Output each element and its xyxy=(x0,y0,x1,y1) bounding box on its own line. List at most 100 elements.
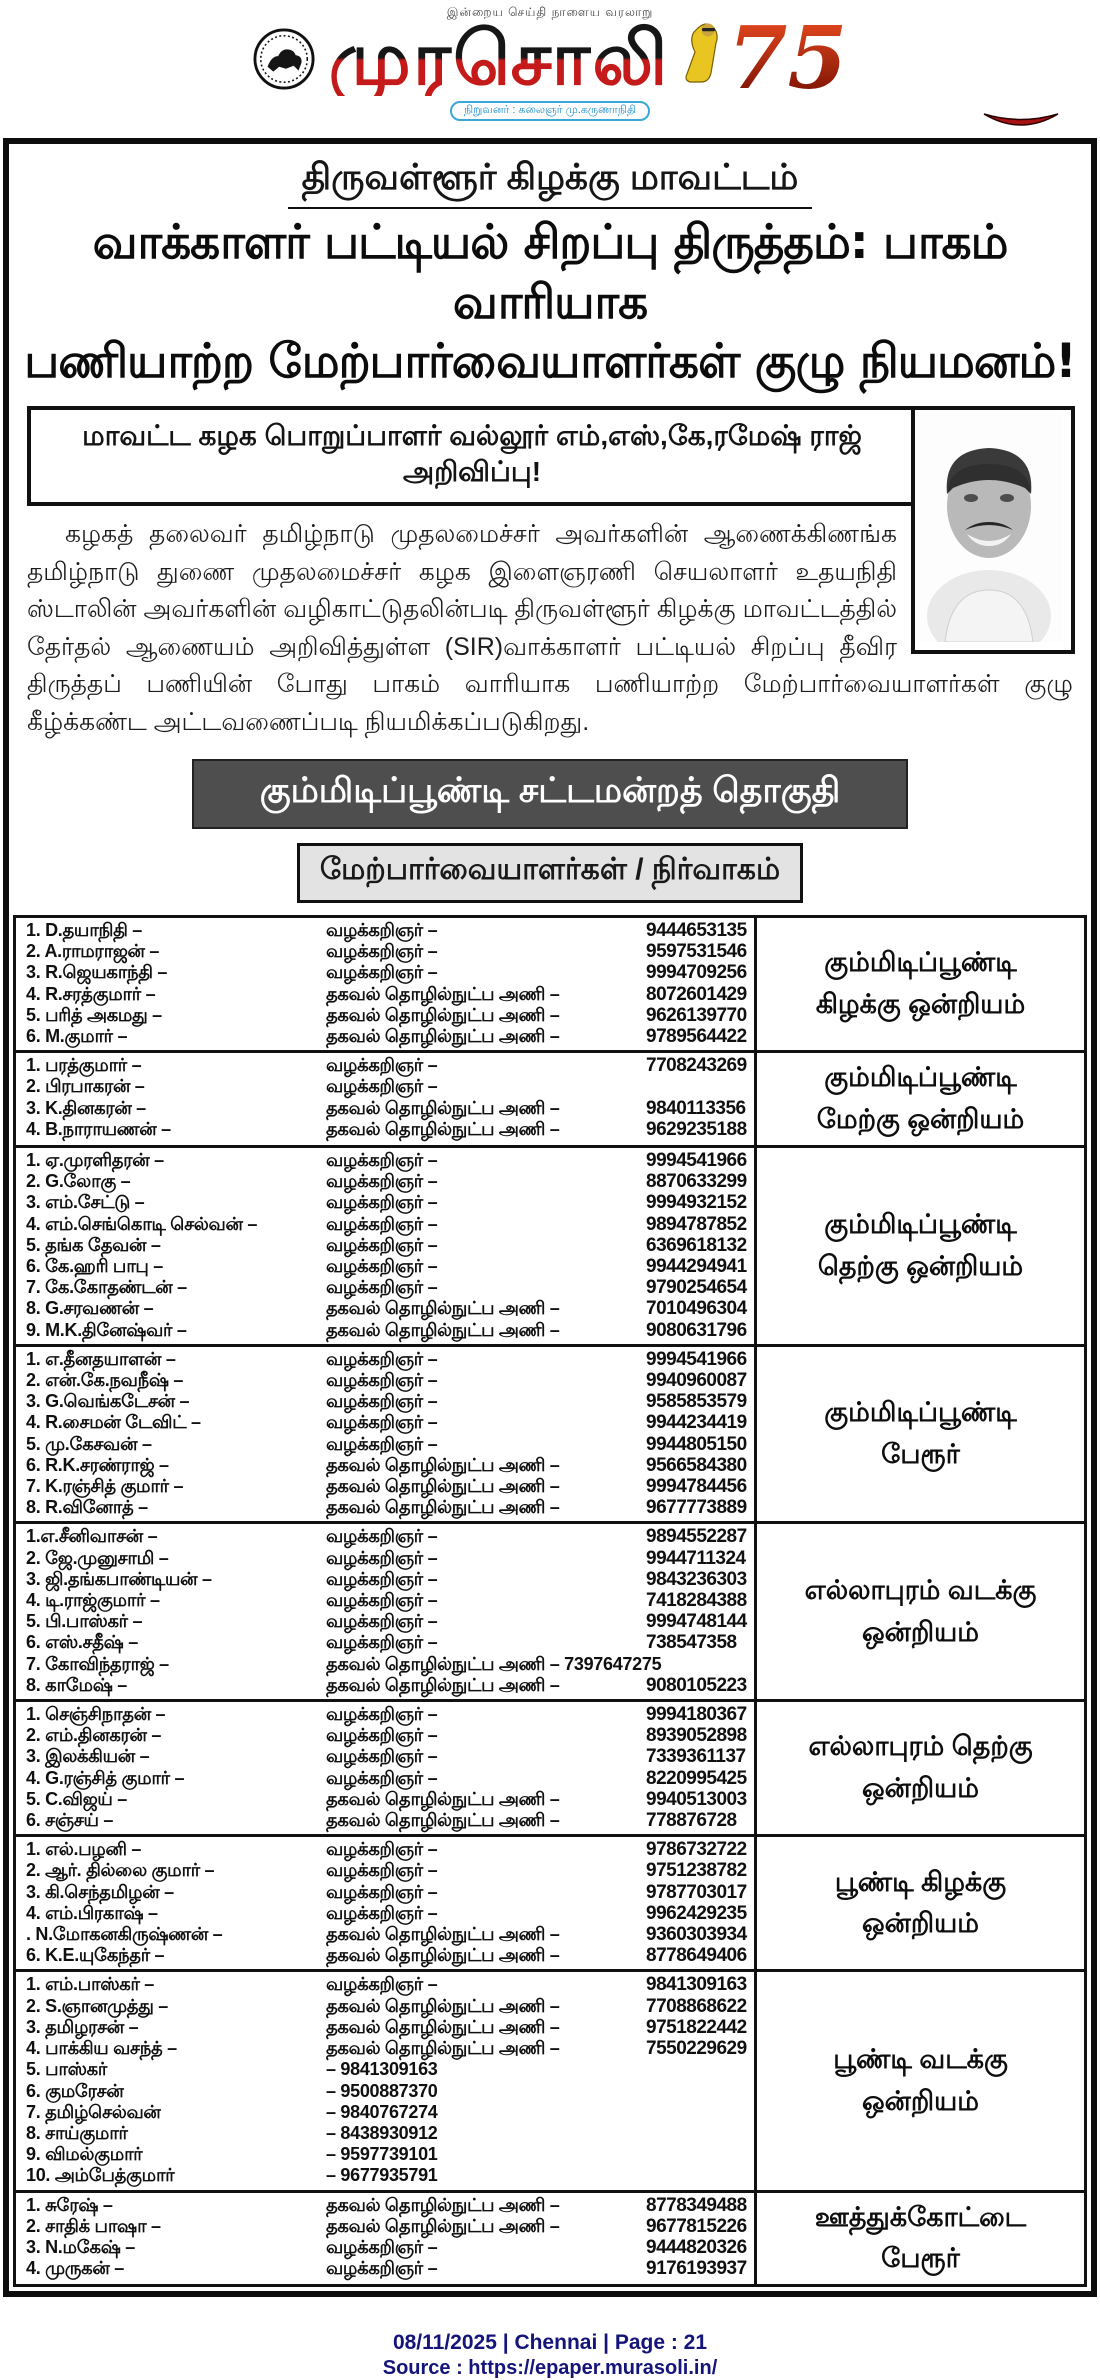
person-role: தகவல் தொழில்நுட்ப அணி – xyxy=(326,1118,560,1139)
group-rows: 1. செஞ்சிநாதன் – வழக்கறிஞர் –9994180367 2.… xyxy=(16,1702,754,1834)
table-row: 1. எ.தீனதயாளன் – வழக்கறிஞர் – 9994541966 xyxy=(16,1349,754,1370)
person-phone: 9994784456 xyxy=(646,1476,747,1498)
table-row: 7. K.ரஞ்சித் குமார் – தகவல் தொழில்நுட்ப அ… xyxy=(16,1476,754,1497)
table-row: 8. R.வினோத் – தகவல் தொழில்நுட்ப அணி – 9677… xyxy=(16,1497,754,1518)
person-name: 8. சாய்குமார் xyxy=(26,2122,128,2143)
person-name: 5. பாஸ்கர் xyxy=(26,2059,107,2080)
table-row: 4. B.நாராயணன் – தகவல் தொழில்நுட்ப அணி – 96… xyxy=(16,1119,754,1140)
person-phone: 9585853579 xyxy=(646,1391,747,1413)
masthead-tagline: இன்றைய செய்தி நாளைய வரலாறு xyxy=(446,5,654,19)
footer-source-link[interactable]: Source : https://epaper.murasoli.in/ xyxy=(382,2357,718,2380)
footer: 08/11/2025 | Chennai | Page : 21 Source … xyxy=(0,2331,1100,2380)
table-group: 1. ஏ.முரளிதரன் – வழக்கறிஞர் –9994541966 2.… xyxy=(16,1147,1084,1347)
table-row: 1. D.தயாநிதி – வழக்கறிஞர் – 9444653135 xyxy=(16,920,754,941)
person-role: வழக்கறிஞர் – xyxy=(326,1255,438,1276)
table-row: 5. பி.பாஸ்கர் – வழக்கறிஞர் – 9994748144 xyxy=(16,1611,754,1632)
person-phone: 9994709256 xyxy=(646,962,747,984)
table-row: 3. தமிழரசன் – தகவல் தொழில்நுட்ப அணி – 9751… xyxy=(16,2017,754,2038)
table-row: 3. K.தினகரன் – தகவல் தொழில்நுட்ப அணி – 984… xyxy=(16,1098,754,1119)
person-role: தகவல் தொழில்நுட்ப அணி – xyxy=(326,1004,560,1025)
table-row: 9. M.K.தினேஷ்வர் – தகவல் தொழில்நுட்ப அணி … xyxy=(16,1320,754,1341)
table-group: 1. எம்.பாஸ்கர் – வழக்கறிஞர் –9841309163 2.… xyxy=(16,1972,1084,2193)
person-role: தகவல் தொழில்நுட்ப அணி – xyxy=(326,1026,560,1047)
person-name: 2. ஆர். தில்லை குமார் – xyxy=(26,1860,215,1881)
person-name: 4. எம்.செங்கொடி செல்வன் – xyxy=(26,1213,258,1234)
person-name: 7. K.ரஞ்சித் குமார் – xyxy=(26,1476,184,1497)
person-name: 7. கே.கோதண்டன் – xyxy=(26,1277,187,1298)
person-name: 6. K.E.யுகேந்தர் – xyxy=(26,1945,165,1966)
person-role: தகவல் தொழில்நுட்ப அணி – xyxy=(326,2194,560,2215)
person-phone: 9789564422 xyxy=(646,1026,747,1048)
person-role: தகவல் தொழில்நுட்ப அணி – 7397647275 xyxy=(326,1653,662,1674)
person-role: வழக்கறிஞர் – xyxy=(326,1974,438,1995)
person-phone: 9840113356 xyxy=(646,1097,746,1119)
person-name: 4. G.ரஞ்சித் குமார் – xyxy=(26,1767,185,1788)
person-role: வழக்கறிஞர் – xyxy=(326,1149,438,1170)
person-name: 3. G.வெங்கடேசன் – xyxy=(26,1391,190,1412)
table-row: 8. சாய்குமார் – 8438930912 xyxy=(16,2123,754,2144)
region-label: கும்மிடிப்பூண்டி பேரூர் xyxy=(754,1346,1084,1522)
person-phone: 9677773889 xyxy=(646,1497,747,1519)
table-row: 10. அம்பேத்குமார் – 9677935791 xyxy=(16,2165,754,2186)
person-role: வழக்கறிஞர் – xyxy=(326,1767,438,1788)
person-phone: 9994541966 xyxy=(646,1149,747,1171)
article-box: திருவள்ளூர் கிழக்கு மாவட்டம் வாக்காளர் ப… xyxy=(3,138,1097,2298)
person-phone: 7708243269 xyxy=(646,1055,747,1077)
person-role: தகவல் தொழில்நுட்ப அணி – xyxy=(326,1476,560,1497)
table-row: 3. கி.செந்தமிழன் – வழக்கறிஞர் – 9787703017 xyxy=(16,1882,754,1903)
person-phone: 9080631796 xyxy=(646,1319,747,1341)
person-name: 6. R.K.சரண்ராஜ் – xyxy=(26,1454,169,1475)
person-phone xyxy=(646,1076,754,1097)
table-row: 1.எ.சீனிவாசன் – வழக்கறிஞர் – 9894552287 xyxy=(16,1526,754,1547)
person-role: வழக்கறிஞர் – xyxy=(326,1433,438,1454)
person-role: – 9840767274 xyxy=(326,2101,438,2122)
table-row: 4. R.சரத்குமார் – தகவல் தொழில்நுட்ப அணி –… xyxy=(16,984,754,1005)
person-role: தகவல் தொழில்நுட்ப அணி – xyxy=(326,1097,560,1118)
person-phone: 9360303934 xyxy=(646,1924,747,1946)
person-role: வழக்கறிஞர் – xyxy=(326,962,438,983)
person-role: தகவல் தொழில்நுட்ப அணி – xyxy=(326,1810,560,1831)
person-role: தகவல் தொழில்நுட்ப அணி – xyxy=(326,1674,560,1695)
person-role: தகவல் தொழில்நுட்ப அணி – xyxy=(326,2016,560,2037)
table-row: 4. பாக்கிய வசந்த் – தகவல் தொழில்நுட்ப அணி… xyxy=(16,2038,754,2059)
region-label: பூண்டி கிழக்கு ஒன்றியம் xyxy=(754,1837,1084,1970)
table-row: 1. ஏ.முரளிதரன் – வழக்கறிஞர் – 9994541966 xyxy=(16,1150,754,1171)
person-role: வழக்கறிஞர் – xyxy=(326,1277,438,1298)
table-row: 7. தமிழ்செல்வன் – 9840767274 xyxy=(16,2102,754,2123)
table-row: 4. டி.ராஜ்குமார் – வழக்கறிஞர் – 7418284388 xyxy=(16,1590,754,1611)
person-role: வழக்கறிஞர் – xyxy=(326,920,438,941)
table-row: 5. C.விஜய் – தகவல் தொழில்நுட்ப அணி – 99405… xyxy=(16,1789,754,1810)
person-name: 3. R.ஜெயகாந்தி – xyxy=(26,962,168,983)
person-name: 4. முருகன் – xyxy=(26,2258,124,2279)
person-name: 1. செஞ்சிநாதன் – xyxy=(26,1704,166,1725)
person-name: 6. சஞ்சய் – xyxy=(26,1810,114,1831)
constituency-banner: கும்மிடிப்பூண்டி சட்டமன்றத் தொகுதி xyxy=(192,759,908,830)
table-group: 1. D.தயாநிதி – வழக்கறிஞர் –9444653135 2. A… xyxy=(16,918,1084,1054)
person-phone: 9994932152 xyxy=(646,1192,747,1214)
region-label: கும்மிடிப்பூண்டி தெற்கு ஒன்றியம் xyxy=(754,1147,1084,1344)
district-title: திருவள்ளூர் கிழக்கு மாவட்டம் xyxy=(287,156,813,209)
person-role: தகவல் தொழில்நுட்ப அணி – xyxy=(326,2038,560,2059)
table-row: 7. கோவிந்தராஜ் – தகவல் தொழில்நுட்ப அணி – … xyxy=(16,1654,754,1675)
group-rows: 1. ஏ.முரளிதரன் – வழக்கறிஞர் –9994541966 2.… xyxy=(16,1148,754,1344)
person-phone: 9843236303 xyxy=(646,1568,747,1590)
headline-line1: வாக்காளர் பட்டியல் சிறப்பு திருத்தம்: பா… xyxy=(92,215,1009,330)
person-name: 2. G.லோகு – xyxy=(26,1171,131,1192)
person-role: வழக்கறிஞர் – xyxy=(326,1370,438,1390)
person-phone: 8939052898 xyxy=(646,1725,747,1747)
table-row: 5. தங்க தேவன் – வழக்கறிஞர் – 6369618132 xyxy=(16,1235,754,1256)
table-row: 6. M.குமார் – தகவல் தொழில்நுட்ப அணி – 9789… xyxy=(16,1026,754,1047)
region-label: ஊத்துக்கோட்டை பேரூர் xyxy=(754,2192,1084,2285)
person-name: 4. எம்.பிரகாஷ் – xyxy=(26,1902,158,1923)
person-phone: 7418284388 xyxy=(646,1590,747,1612)
table-row: 1. செஞ்சிநாதன் – வழக்கறிஞர் – 9994180367 xyxy=(16,1704,754,1725)
person-role: வழக்கறிஞர் – xyxy=(326,941,438,962)
headline-line2: பணியாற்ற மேற்பார்வையாளர்கள் குழு நியமனம்… xyxy=(24,334,1076,390)
person-name: 2. சாதிக் பாஷா – xyxy=(26,2215,161,2236)
district-title-wrap: திருவள்ளூர் கிழக்கு மாவட்டம் xyxy=(9,156,1091,209)
person-name: 9. விமல்குமார் xyxy=(26,2144,143,2165)
person-phone: 8870633299 xyxy=(646,1171,747,1193)
person-phone: 9786732722 xyxy=(646,1839,747,1861)
person-phone: 9994748144 xyxy=(646,1611,747,1633)
table-row: 4. முருகன் – வழக்கறிஞர் – 9176193937 xyxy=(16,2258,754,2279)
